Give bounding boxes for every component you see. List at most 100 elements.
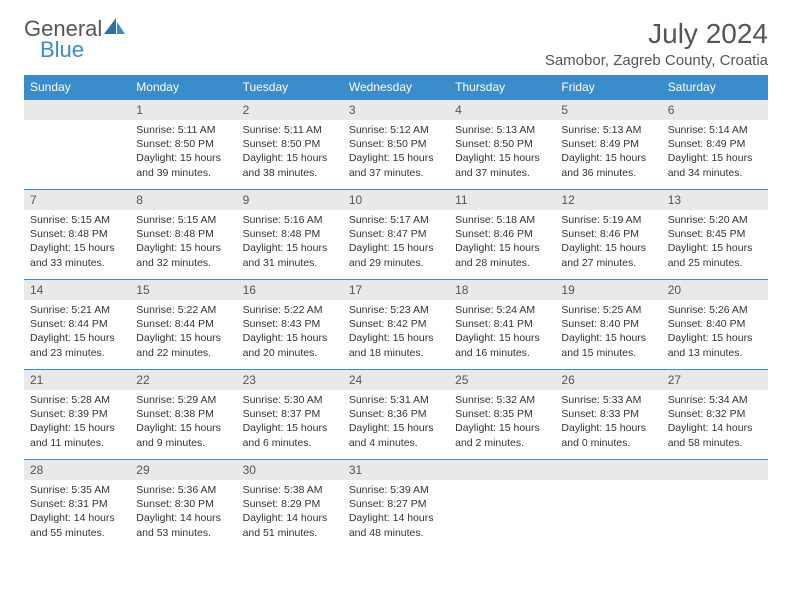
daynum: 25 bbox=[449, 369, 555, 390]
daydata: Sunrise: 5:39 AMSunset: 8:27 PMDaylight:… bbox=[343, 480, 449, 546]
daynum: 16 bbox=[237, 279, 343, 300]
daynum: 21 bbox=[24, 369, 130, 390]
daynum-empty bbox=[24, 99, 130, 120]
calendar-cell: 21Sunrise: 5:28 AMSunset: 8:39 PMDayligh… bbox=[24, 369, 130, 459]
calendar-table: SundayMondayTuesdayWednesdayThursdayFrid… bbox=[24, 75, 768, 549]
daynum: 8 bbox=[130, 189, 236, 210]
logo: General Blue bbox=[24, 18, 126, 61]
calendar-cell: 26Sunrise: 5:33 AMSunset: 8:33 PMDayligh… bbox=[555, 369, 661, 459]
calendar-cell: 11Sunrise: 5:18 AMSunset: 8:46 PMDayligh… bbox=[449, 189, 555, 279]
daydata: Sunrise: 5:14 AMSunset: 8:49 PMDaylight:… bbox=[662, 120, 768, 186]
calendar-cell: 10Sunrise: 5:17 AMSunset: 8:47 PMDayligh… bbox=[343, 189, 449, 279]
daydata: Sunrise: 5:26 AMSunset: 8:40 PMDaylight:… bbox=[662, 300, 768, 366]
daydata: Sunrise: 5:29 AMSunset: 8:38 PMDaylight:… bbox=[130, 390, 236, 456]
calendar-row: 7Sunrise: 5:15 AMSunset: 8:48 PMDaylight… bbox=[24, 189, 768, 279]
calendar-cell: 31Sunrise: 5:39 AMSunset: 8:27 PMDayligh… bbox=[343, 459, 449, 549]
weekday-header: Saturday bbox=[662, 75, 768, 99]
calendar-cell: 9Sunrise: 5:16 AMSunset: 8:48 PMDaylight… bbox=[237, 189, 343, 279]
daynum: 28 bbox=[24, 459, 130, 480]
header: General Blue July 2024 Samobor, Zagreb C… bbox=[24, 18, 768, 69]
daynum: 2 bbox=[237, 99, 343, 120]
calendar-cell: 27Sunrise: 5:34 AMSunset: 8:32 PMDayligh… bbox=[662, 369, 768, 459]
daynum: 18 bbox=[449, 279, 555, 300]
calendar-cell: 22Sunrise: 5:29 AMSunset: 8:38 PMDayligh… bbox=[130, 369, 236, 459]
daynum: 9 bbox=[237, 189, 343, 210]
daydata: Sunrise: 5:38 AMSunset: 8:29 PMDaylight:… bbox=[237, 480, 343, 546]
daynum: 29 bbox=[130, 459, 236, 480]
daydata: Sunrise: 5:25 AMSunset: 8:40 PMDaylight:… bbox=[555, 300, 661, 366]
calendar-cell: 15Sunrise: 5:22 AMSunset: 8:44 PMDayligh… bbox=[130, 279, 236, 369]
logo-text-blue: Blue bbox=[40, 39, 126, 61]
daydata: Sunrise: 5:12 AMSunset: 8:50 PMDaylight:… bbox=[343, 120, 449, 186]
weekday-header: Thursday bbox=[449, 75, 555, 99]
daydata: Sunrise: 5:11 AMSunset: 8:50 PMDaylight:… bbox=[237, 120, 343, 186]
daynum: 7 bbox=[24, 189, 130, 210]
title-block: July 2024 Samobor, Zagreb County, Croati… bbox=[545, 18, 768, 69]
daynum: 26 bbox=[555, 369, 661, 390]
calendar-cell: 20Sunrise: 5:26 AMSunset: 8:40 PMDayligh… bbox=[662, 279, 768, 369]
calendar-cell: 24Sunrise: 5:31 AMSunset: 8:36 PMDayligh… bbox=[343, 369, 449, 459]
daydata: Sunrise: 5:33 AMSunset: 8:33 PMDaylight:… bbox=[555, 390, 661, 456]
daynum: 23 bbox=[237, 369, 343, 390]
daynum: 30 bbox=[237, 459, 343, 480]
calendar-cell: 19Sunrise: 5:25 AMSunset: 8:40 PMDayligh… bbox=[555, 279, 661, 369]
daynum: 10 bbox=[343, 189, 449, 210]
daydata: Sunrise: 5:13 AMSunset: 8:50 PMDaylight:… bbox=[449, 120, 555, 186]
calendar-cell: 5Sunrise: 5:13 AMSunset: 8:49 PMDaylight… bbox=[555, 99, 661, 189]
daydata: Sunrise: 5:31 AMSunset: 8:36 PMDaylight:… bbox=[343, 390, 449, 456]
daynum-empty bbox=[555, 459, 661, 480]
calendar-cell: 6Sunrise: 5:14 AMSunset: 8:49 PMDaylight… bbox=[662, 99, 768, 189]
calendar-row: 21Sunrise: 5:28 AMSunset: 8:39 PMDayligh… bbox=[24, 369, 768, 459]
calendar-cell: 1Sunrise: 5:11 AMSunset: 8:50 PMDaylight… bbox=[130, 99, 236, 189]
weekday-header: Tuesday bbox=[237, 75, 343, 99]
daydata: Sunrise: 5:35 AMSunset: 8:31 PMDaylight:… bbox=[24, 480, 130, 546]
calendar-cell: 29Sunrise: 5:36 AMSunset: 8:30 PMDayligh… bbox=[130, 459, 236, 549]
calendar-cell: 17Sunrise: 5:23 AMSunset: 8:42 PMDayligh… bbox=[343, 279, 449, 369]
weekday-header: Friday bbox=[555, 75, 661, 99]
daynum: 1 bbox=[130, 99, 236, 120]
logo-sail-icon bbox=[104, 18, 126, 41]
weekday-header: Monday bbox=[130, 75, 236, 99]
calendar-cell: 28Sunrise: 5:35 AMSunset: 8:31 PMDayligh… bbox=[24, 459, 130, 549]
calendar-row: 14Sunrise: 5:21 AMSunset: 8:44 PMDayligh… bbox=[24, 279, 768, 369]
calendar-cell: 8Sunrise: 5:15 AMSunset: 8:48 PMDaylight… bbox=[130, 189, 236, 279]
daydata: Sunrise: 5:30 AMSunset: 8:37 PMDaylight:… bbox=[237, 390, 343, 456]
calendar-cell: 7Sunrise: 5:15 AMSunset: 8:48 PMDaylight… bbox=[24, 189, 130, 279]
calendar-body: 1Sunrise: 5:11 AMSunset: 8:50 PMDaylight… bbox=[24, 99, 768, 549]
calendar-cell: 25Sunrise: 5:32 AMSunset: 8:35 PMDayligh… bbox=[449, 369, 555, 459]
daynum: 12 bbox=[555, 189, 661, 210]
calendar-cell: 16Sunrise: 5:22 AMSunset: 8:43 PMDayligh… bbox=[237, 279, 343, 369]
daydata: Sunrise: 5:21 AMSunset: 8:44 PMDaylight:… bbox=[24, 300, 130, 366]
daynum: 5 bbox=[555, 99, 661, 120]
daydata: Sunrise: 5:36 AMSunset: 8:30 PMDaylight:… bbox=[130, 480, 236, 546]
daynum: 19 bbox=[555, 279, 661, 300]
daynum-empty bbox=[662, 459, 768, 480]
daydata: Sunrise: 5:18 AMSunset: 8:46 PMDaylight:… bbox=[449, 210, 555, 276]
daydata: Sunrise: 5:11 AMSunset: 8:50 PMDaylight:… bbox=[130, 120, 236, 186]
daydata: Sunrise: 5:19 AMSunset: 8:46 PMDaylight:… bbox=[555, 210, 661, 276]
calendar-row: 1Sunrise: 5:11 AMSunset: 8:50 PMDaylight… bbox=[24, 99, 768, 189]
calendar-cell bbox=[555, 459, 661, 549]
daynum: 24 bbox=[343, 369, 449, 390]
calendar-cell: 14Sunrise: 5:21 AMSunset: 8:44 PMDayligh… bbox=[24, 279, 130, 369]
weekday-header: Wednesday bbox=[343, 75, 449, 99]
daydata: Sunrise: 5:16 AMSunset: 8:48 PMDaylight:… bbox=[237, 210, 343, 276]
location: Samobor, Zagreb County, Croatia bbox=[545, 52, 768, 69]
weekday-header: Sunday bbox=[24, 75, 130, 99]
daynum: 15 bbox=[130, 279, 236, 300]
daydata: Sunrise: 5:15 AMSunset: 8:48 PMDaylight:… bbox=[130, 210, 236, 276]
calendar-cell: 13Sunrise: 5:20 AMSunset: 8:45 PMDayligh… bbox=[662, 189, 768, 279]
daynum: 22 bbox=[130, 369, 236, 390]
daydata: Sunrise: 5:22 AMSunset: 8:44 PMDaylight:… bbox=[130, 300, 236, 366]
calendar-cell: 4Sunrise: 5:13 AMSunset: 8:50 PMDaylight… bbox=[449, 99, 555, 189]
calendar-cell: 18Sunrise: 5:24 AMSunset: 8:41 PMDayligh… bbox=[449, 279, 555, 369]
daynum: 13 bbox=[662, 189, 768, 210]
daynum: 4 bbox=[449, 99, 555, 120]
daydata: Sunrise: 5:32 AMSunset: 8:35 PMDaylight:… bbox=[449, 390, 555, 456]
daydata: Sunrise: 5:28 AMSunset: 8:39 PMDaylight:… bbox=[24, 390, 130, 456]
daydata: Sunrise: 5:20 AMSunset: 8:45 PMDaylight:… bbox=[662, 210, 768, 276]
daynum: 11 bbox=[449, 189, 555, 210]
calendar-cell bbox=[662, 459, 768, 549]
calendar-cell: 23Sunrise: 5:30 AMSunset: 8:37 PMDayligh… bbox=[237, 369, 343, 459]
calendar-cell bbox=[24, 99, 130, 189]
